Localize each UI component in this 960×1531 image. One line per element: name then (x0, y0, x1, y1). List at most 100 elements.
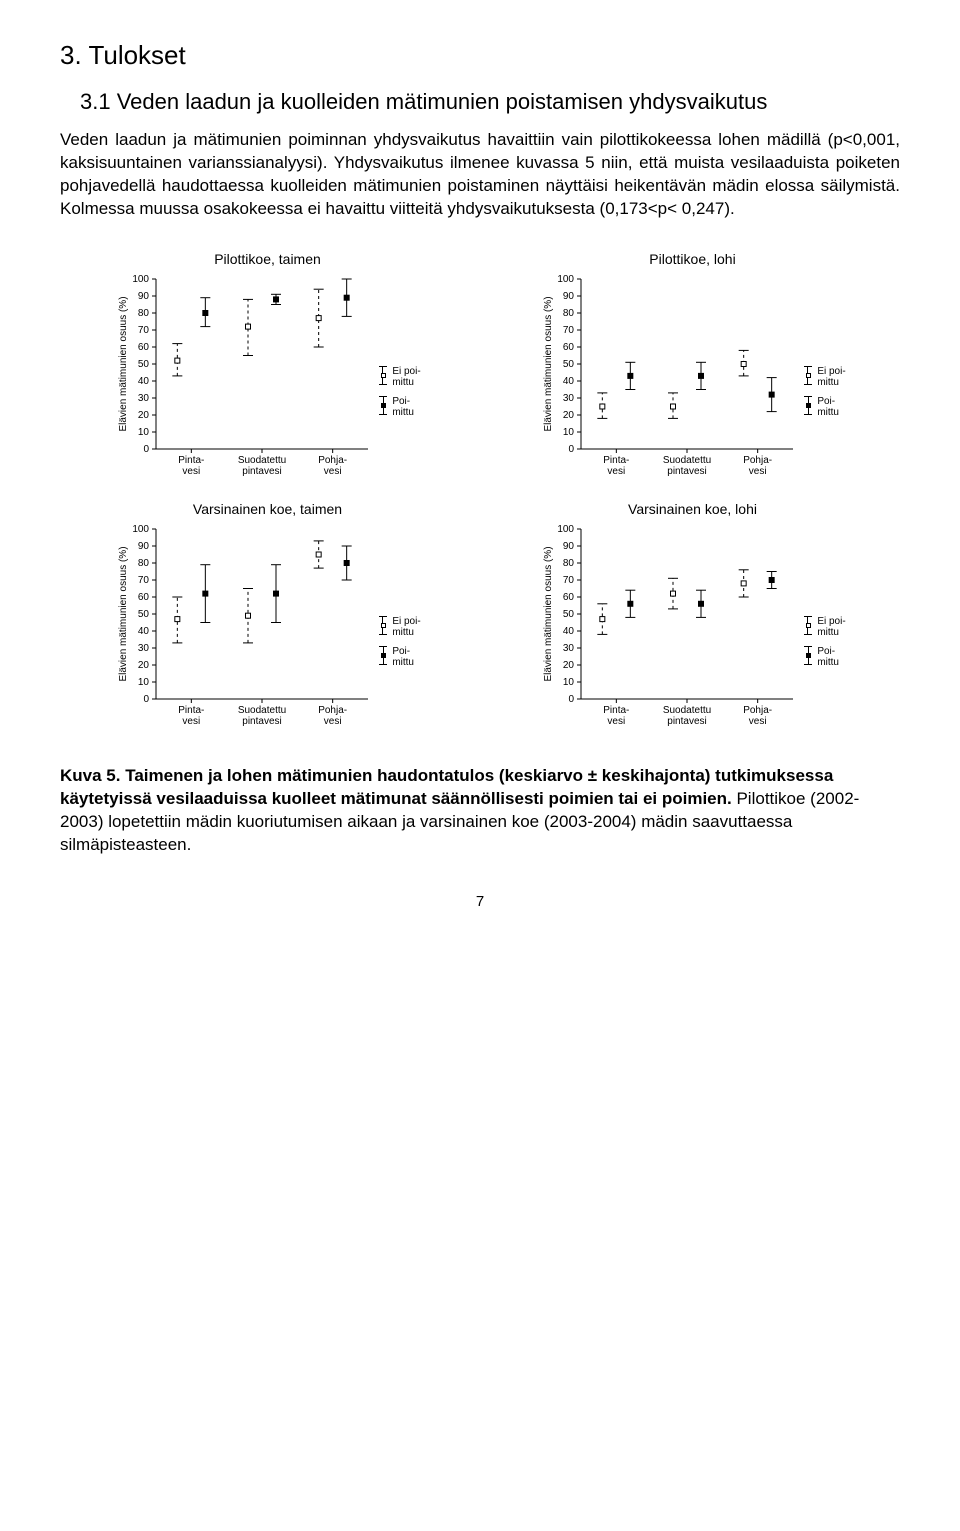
svg-text:30: 30 (563, 393, 575, 404)
svg-text:Pinta-: Pinta- (604, 455, 630, 466)
svg-text:10: 10 (563, 677, 575, 688)
svg-text:Pinta-: Pinta- (604, 705, 630, 716)
page-number: 7 (60, 893, 900, 910)
svg-text:vesi: vesi (324, 466, 342, 477)
svg-text:Elävien mätimunien osuus (%): Elävien mätimunien osuus (%) (118, 296, 129, 431)
legend-item: Poi- mittu (803, 396, 845, 418)
chart-svg: 0 10 20 30 40 50 60 70 80 90 100 Pinta-vesi Suodatet… (539, 271, 799, 491)
svg-text:80: 80 (563, 308, 575, 319)
section-heading: 3. Tulokset (60, 40, 900, 71)
svg-text:90: 90 (138, 291, 150, 302)
svg-text:80: 80 (563, 558, 575, 569)
svg-text:vesi: vesi (183, 466, 201, 477)
chart-title: Pilottikoe, taimen (214, 251, 321, 267)
svg-text:Elävien mätimunien osuus (%): Elävien mätimunien osuus (%) (118, 546, 129, 681)
chart-panel: Pilottikoe, lohi 0 10 20 30 40 50 60 70 80 90 100 Pi… (485, 251, 900, 491)
chart-legend: Ei poi- mittu Poi- mittu (378, 366, 420, 418)
chart-legend: Ei poi- mittu Poi- mittu (803, 616, 845, 668)
svg-text:pintavesi: pintavesi (243, 466, 282, 477)
svg-text:70: 70 (138, 325, 150, 336)
svg-text:60: 60 (563, 592, 575, 603)
svg-text:90: 90 (563, 291, 575, 302)
svg-text:20: 20 (138, 660, 150, 671)
svg-text:pintavesi: pintavesi (668, 716, 707, 727)
legend-item: Poi- mittu (803, 646, 845, 668)
chart-panel: Pilottikoe, taimen 0 10 20 30 40 50 60 70 80 90 100… (60, 251, 475, 491)
body-paragraph: Veden laadun ja mätimunien poiminnan yhd… (60, 129, 900, 221)
svg-text:20: 20 (563, 410, 575, 421)
figure-caption: Kuva 5. Taimenen ja lohen mätimunien hau… (60, 765, 900, 857)
svg-text:30: 30 (138, 393, 150, 404)
svg-text:50: 50 (138, 609, 150, 620)
svg-text:Suodatettu: Suodatettu (238, 705, 286, 716)
svg-text:60: 60 (563, 342, 575, 353)
chart-panel: Varsinainen koe, taimen01020304050607080… (60, 501, 475, 741)
svg-text:vesi: vesi (749, 716, 767, 727)
svg-text:20: 20 (563, 660, 575, 671)
legend-item: Ei poi- mittu (378, 366, 420, 388)
svg-text:100: 100 (558, 274, 575, 285)
caption-bold: Kuva 5. Taimenen ja lohen mätimunien hau… (60, 766, 833, 808)
svg-text:40: 40 (563, 626, 575, 637)
subsection-heading: 3.1 Veden laadun ja kuolleiden mätimunie… (120, 89, 900, 115)
svg-text:vesi: vesi (749, 466, 767, 477)
legend-item: Poi- mittu (378, 396, 420, 418)
svg-text:vesi: vesi (608, 466, 626, 477)
svg-text:pintavesi: pintavesi (668, 466, 707, 477)
svg-text:20: 20 (138, 410, 150, 421)
legend-item: Poi- mittu (378, 646, 420, 668)
svg-text:10: 10 (138, 677, 150, 688)
svg-text:100: 100 (133, 274, 150, 285)
svg-text:50: 50 (563, 609, 575, 620)
svg-text:pintavesi: pintavesi (243, 716, 282, 727)
svg-text:10: 10 (563, 427, 575, 438)
svg-text:vesi: vesi (608, 716, 626, 727)
svg-text:10: 10 (138, 427, 150, 438)
chart-svg: 0 10 20 30 40 50 60 70 80 90 100 Pinta-vesi Suodatet… (114, 271, 374, 491)
chart-legend: Ei poi- mittu Poi- mittu (803, 366, 845, 418)
svg-text:40: 40 (138, 376, 150, 387)
svg-text:70: 70 (138, 575, 150, 586)
legend-item: Ei poi- mittu (803, 366, 845, 388)
svg-text:Pohja-: Pohja- (744, 705, 773, 716)
svg-text:Elävien mätimunien osuus (%): Elävien mätimunien osuus (%) (543, 546, 554, 681)
svg-text:Suodatettu: Suodatettu (238, 455, 286, 466)
charts-grid: Pilottikoe, taimen0102030405060708090100… (60, 251, 900, 741)
svg-text:80: 80 (138, 558, 150, 569)
svg-text:30: 30 (563, 643, 575, 654)
svg-text:Suodatettu: Suodatettu (663, 705, 711, 716)
svg-text:0: 0 (569, 694, 575, 705)
svg-text:Pohja-: Pohja- (744, 455, 773, 466)
svg-text:100: 100 (133, 524, 150, 535)
svg-text:Pinta-: Pinta- (179, 455, 205, 466)
chart-svg: 0102030405060708090100Pinta-vesiSuodatet… (114, 521, 374, 741)
svg-text:70: 70 (563, 325, 575, 336)
svg-text:0: 0 (569, 444, 575, 455)
svg-text:70: 70 (563, 575, 575, 586)
svg-text:Elävien mätimunien osuus (%): Elävien mätimunien osuus (%) (543, 296, 554, 431)
svg-text:Pinta-: Pinta- (179, 705, 205, 716)
svg-text:vesi: vesi (324, 716, 342, 727)
chart-legend: Ei poi- mittu Poi- mittu (378, 616, 420, 668)
svg-text:60: 60 (138, 342, 150, 353)
svg-text:40: 40 (138, 626, 150, 637)
chart-panel: Varsinainen koe, lohi 0 10 20 30 40 50 60 70 80 90… (485, 501, 900, 741)
svg-text:Pohja-: Pohja- (319, 705, 348, 716)
legend-item: Ei poi- mittu (803, 616, 845, 638)
chart-title: Varsinainen koe, taimen (193, 501, 342, 517)
chart-title: Varsinainen koe, lohi (628, 501, 757, 517)
svg-text:0: 0 (144, 444, 150, 455)
chart-svg: 0 10 20 30 40 50 60 70 80 90 100 Pinta-vesi Suodatet… (539, 521, 799, 741)
svg-text:60: 60 (138, 592, 150, 603)
svg-text:Pohja-: Pohja- (319, 455, 348, 466)
svg-text:90: 90 (563, 541, 575, 552)
svg-text:50: 50 (563, 359, 575, 370)
chart-title: Pilottikoe, lohi (649, 251, 735, 267)
svg-text:40: 40 (563, 376, 575, 387)
svg-text:50: 50 (138, 359, 150, 370)
svg-text:Suodatettu: Suodatettu (663, 455, 711, 466)
svg-text:90: 90 (138, 541, 150, 552)
svg-text:100: 100 (558, 524, 575, 535)
legend-item: Ei poi- mittu (378, 616, 420, 638)
svg-text:80: 80 (138, 308, 150, 319)
